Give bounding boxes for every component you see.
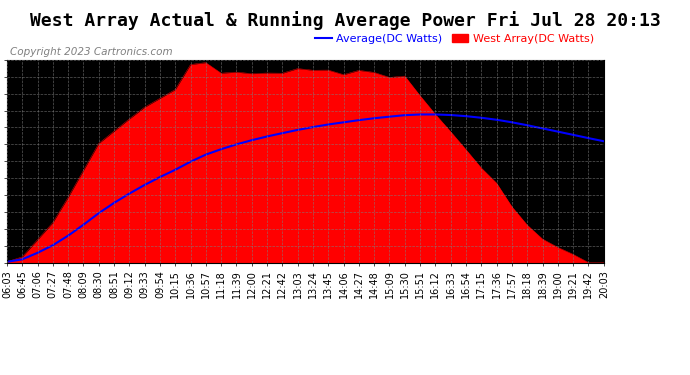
Legend: Average(DC Watts), West Array(DC Watts): Average(DC Watts), West Array(DC Watts) <box>311 29 598 48</box>
Text: Copyright 2023 Cartronics.com: Copyright 2023 Cartronics.com <box>10 47 173 57</box>
Text: West Array Actual & Running Average Power Fri Jul 28 20:13: West Array Actual & Running Average Powe… <box>30 11 660 30</box>
